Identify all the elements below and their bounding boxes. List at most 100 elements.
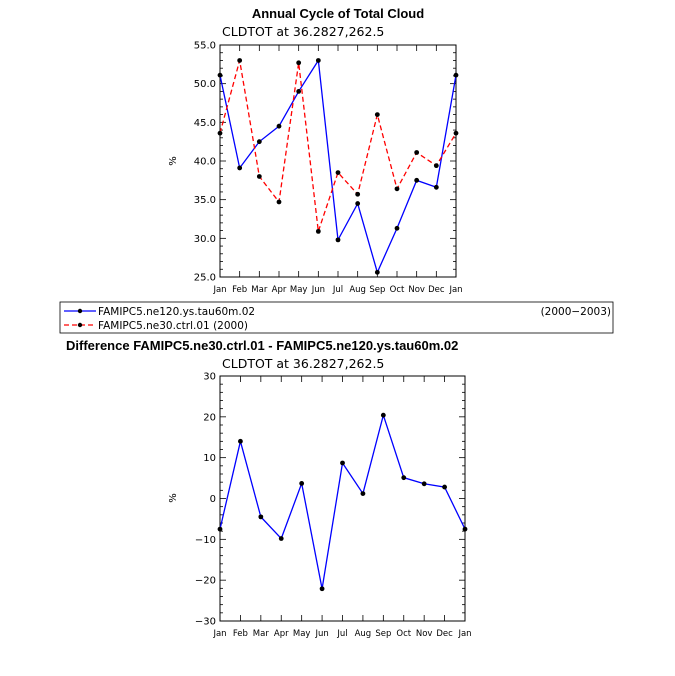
top-series-group [217, 58, 459, 275]
series-1-point [340, 460, 345, 466]
x-tick-label: Sep [375, 629, 391, 639]
y-tick-label: 55.0 [194, 41, 216, 52]
series-1-point [360, 491, 366, 496]
series-1-point [401, 475, 407, 481]
series-2-point [453, 130, 459, 136]
y-tick-label: −20 [195, 576, 216, 587]
series-1-point [256, 139, 262, 145]
series-2-point [335, 170, 341, 176]
series-1-point [414, 177, 420, 183]
series-1-point [217, 526, 223, 532]
x-tick-label: Aug [349, 285, 366, 295]
top-chart-title: Annual Cycle of Total Cloud [252, 6, 424, 21]
x-tick-label: Oct [390, 285, 405, 295]
x-tick-label: Mar [253, 629, 270, 639]
series-2-point [414, 150, 420, 155]
series-1-point [442, 484, 447, 490]
x-tick-label: Jan [448, 285, 462, 295]
bottom-y-tick-labels: −30 −20 −10 0 10 20 30 [195, 372, 216, 628]
series-2-point [256, 174, 262, 179]
legend-marker-series-1 [77, 308, 83, 314]
x-tick-label: Jan [212, 629, 226, 639]
x-tick-label: Feb [232, 285, 247, 295]
x-tick-label: May [290, 285, 308, 295]
series-2-point [276, 199, 282, 205]
series-1-point [296, 89, 302, 94]
top-chart: Annual Cycle of Total Cloud CLDTOT at 36… [168, 6, 463, 295]
series-1-point [335, 237, 341, 243]
series-1-point [315, 58, 321, 63]
series-1-point [421, 481, 427, 487]
series-1-point [394, 225, 400, 231]
bottom-x-tick-labels: Jan Feb Mar Apr May Jun Jul Aug Sep Oct Nov Dec Jan [212, 629, 471, 639]
x-tick-label: Oct [396, 629, 411, 639]
x-tick-label: Jun [311, 285, 325, 295]
y-tick-label: 50.0 [194, 79, 216, 90]
legend: FAMIPC5.ne120.ys.tau60m.02 (2000−2003) F… [59, 301, 614, 334]
x-tick-label: May [293, 629, 311, 639]
series-2-point [315, 228, 321, 234]
bottom-chart-subtitle: CLDTOT at 36.2827,262.5 [222, 356, 384, 371]
y-tick-label: 25.0 [194, 273, 216, 284]
legend-marker-series-2 [77, 322, 83, 328]
series-1-point [238, 438, 243, 444]
top-y-tick-labels: 25.0 30.0 35.0 40.0 45.0 50.0 55.0 [194, 41, 216, 284]
bottom-chart: Difference FAMIPC5.ne30.ctrl.01 - FAMIPC… [66, 338, 472, 639]
bottom-series-group [217, 412, 468, 592]
y-tick-label: 40.0 [194, 157, 216, 168]
x-tick-label: Apr [272, 285, 287, 295]
series-1-point [217, 72, 223, 78]
x-tick-label: Sep [369, 285, 385, 295]
y-tick-label: 30 [203, 372, 216, 383]
x-tick-label: Jul [332, 285, 343, 295]
series-1-point [462, 526, 468, 532]
series-line-1 [219, 412, 466, 589]
y-tick-label: 10 [203, 453, 216, 464]
series-1-point [374, 269, 380, 275]
bottom-plot-frame [219, 375, 466, 622]
bottom-chart-title: Difference FAMIPC5.ne30.ctrl.01 - FAMIPC… [66, 338, 458, 353]
x-tick-label: Nov [416, 629, 433, 639]
top-axis-ticks [219, 44, 457, 278]
top-chart-subtitle: CLDTOT at 36.2827,262.5 [222, 24, 384, 39]
bottom-y-axis-label: % [168, 493, 179, 503]
y-tick-label: 30.0 [194, 234, 216, 245]
x-tick-label: Jan [212, 285, 226, 295]
x-tick-label: Jun [314, 629, 328, 639]
x-tick-label: Jul [336, 629, 347, 639]
series-2-point [296, 60, 302, 66]
series-1-point [276, 123, 282, 129]
top-x-tick-labels: Jan Feb Mar Apr May Jun Jul Aug Sep Oct Nov Dec Jan [212, 285, 462, 295]
series-1-point [299, 480, 305, 486]
series-2-point [374, 112, 380, 117]
x-tick-label: Aug [355, 629, 372, 639]
y-tick-label: −10 [195, 535, 216, 546]
y-tick-label: 45.0 [194, 118, 216, 129]
legend-period-series-1: (2000−2003) [541, 306, 611, 318]
series-1-point [453, 72, 459, 78]
series-2-point [217, 130, 223, 136]
y-tick-label: −30 [195, 617, 216, 628]
legend-label-series-2: FAMIPC5.ne30.ctrl.01 (2000) [98, 320, 248, 332]
y-tick-label: 0 [210, 494, 216, 505]
x-tick-label: Mar [251, 285, 268, 295]
series-2-point [433, 163, 439, 169]
x-tick-label: Dec [428, 285, 445, 295]
series-1-point [319, 586, 325, 592]
series-1-point [355, 201, 361, 206]
legend-label-series-1: FAMIPC5.ne120.ys.tau60m.02 [98, 306, 255, 318]
x-tick-label: Jan [457, 629, 471, 639]
y-tick-label: 20 [203, 412, 216, 423]
series-1-point [433, 184, 439, 190]
series-1-point [380, 412, 386, 418]
x-tick-label: Apr [274, 629, 289, 639]
series-1-point [237, 165, 243, 171]
series-1-point [278, 536, 284, 541]
series-2-point [237, 58, 243, 63]
series-2-point [355, 191, 361, 197]
x-tick-label: Nov [408, 285, 425, 295]
x-tick-label: Feb [233, 629, 248, 639]
top-y-axis-label: % [168, 156, 179, 166]
x-tick-label: Dec [436, 629, 453, 639]
